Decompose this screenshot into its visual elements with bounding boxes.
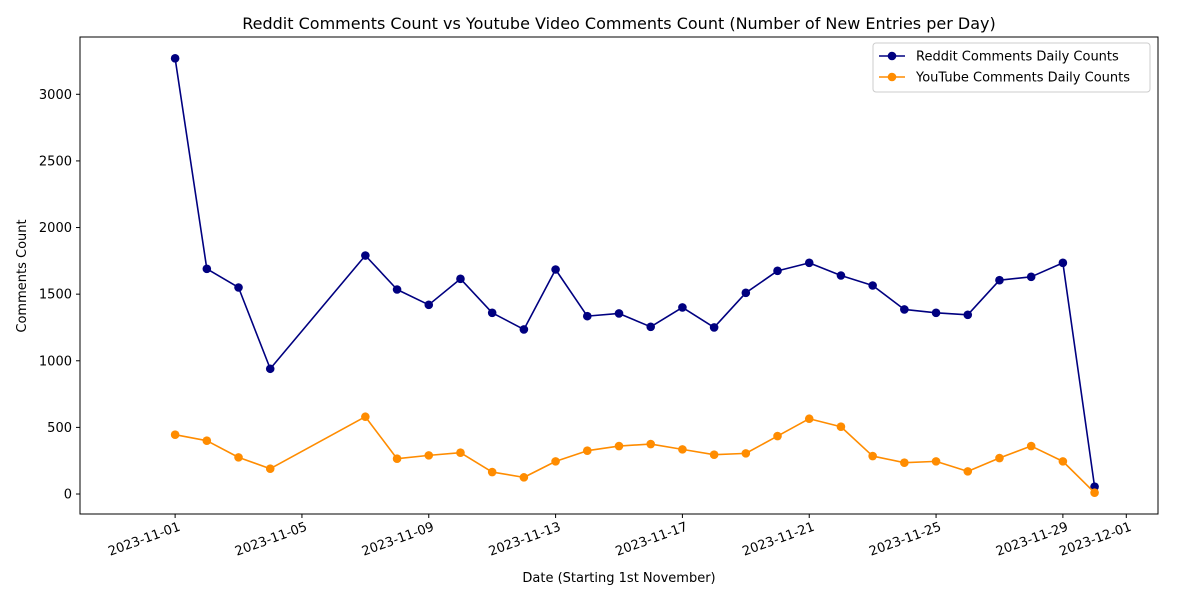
data-point <box>234 283 243 292</box>
data-point <box>741 288 751 298</box>
data-point <box>551 457 560 466</box>
legend: Reddit Comments Daily Counts YouTube Comm… <box>872 42 1151 93</box>
legend-label: Reddit Comments Daily Counts <box>916 50 1119 65</box>
y-tick-label: 1000 <box>39 354 72 369</box>
legend-item: YouTube Comments Daily Counts <box>879 71 1130 86</box>
x-tick-label: 2023-11-01 <box>106 520 182 560</box>
legend-item: Reddit Comments Daily Counts <box>879 50 1119 65</box>
data-point <box>995 453 1004 463</box>
x-tick-label: 2023-11-09 <box>360 520 436 560</box>
legend-box <box>872 42 1151 93</box>
x-tick-label: 2023-11-21 <box>740 520 816 560</box>
data-point <box>773 431 782 441</box>
data-point <box>709 323 719 332</box>
data-point <box>361 412 370 422</box>
series-line <box>174 415 1096 494</box>
data-point <box>646 322 656 332</box>
data-point <box>1058 258 1068 268</box>
series-reddit <box>170 54 1099 491</box>
data-point <box>487 467 497 477</box>
series-layer <box>170 54 1099 497</box>
data-point <box>678 303 687 312</box>
data-point <box>424 300 434 310</box>
series-youtube <box>170 412 1099 497</box>
chart-title: Reddit Comments Count vs Youtube Video C… <box>242 14 995 33</box>
series-line <box>174 58 1096 487</box>
data-point <box>234 453 243 462</box>
data-point <box>519 325 529 334</box>
data-point <box>709 450 719 460</box>
data-point <box>804 258 814 268</box>
data-point <box>456 448 465 458</box>
data-point <box>963 310 973 320</box>
data-point <box>614 309 624 318</box>
y-tick-label: 3000 <box>39 88 72 103</box>
data-point <box>1090 488 1099 497</box>
data-point <box>170 54 180 63</box>
x-axis: 2023-11-01 2023-11-05 2023-11-09 2023-11-13… <box>106 514 1134 560</box>
data-point <box>614 441 624 451</box>
legend-marker <box>887 72 897 82</box>
data-point <box>646 439 656 449</box>
data-point <box>995 275 1004 285</box>
x-tick-label: 2023-11-29 <box>994 520 1070 560</box>
data-point <box>1026 272 1036 282</box>
data-point <box>931 308 941 318</box>
y-tick-label: 500 <box>47 421 72 436</box>
data-point <box>741 449 751 458</box>
data-point <box>773 266 782 276</box>
data-point <box>424 451 434 460</box>
x-tick-label: 2023-11-17 <box>614 520 690 560</box>
data-point <box>900 458 909 468</box>
y-tick-label: 1500 <box>39 288 72 303</box>
data-point <box>582 311 592 321</box>
data-point <box>265 364 275 374</box>
data-point <box>392 454 402 464</box>
data-point <box>931 457 941 466</box>
data-point <box>868 281 877 290</box>
x-tick-label: 2023-12-01 <box>1058 520 1134 560</box>
data-point <box>804 414 814 424</box>
y-tick-label: 2000 <box>39 221 72 236</box>
data-point <box>456 274 465 284</box>
data-point <box>1090 482 1099 491</box>
x-tick-label: 2023-11-13 <box>487 520 563 560</box>
data-point <box>900 305 909 314</box>
y-tick-label: 2500 <box>39 154 72 169</box>
data-point <box>678 445 687 454</box>
x-axis-label: Date (Starting 1st November) <box>522 571 715 586</box>
data-point <box>836 422 846 432</box>
data-point <box>519 473 529 482</box>
data-point <box>265 464 275 473</box>
data-point <box>487 308 497 318</box>
data-point <box>170 430 180 440</box>
x-tick-label: 2023-11-25 <box>867 520 943 560</box>
plot-area-frame <box>79 36 1159 515</box>
data-point <box>202 436 212 446</box>
y-axis-label: Comments Count <box>15 219 30 332</box>
x-tick-label: 2023-11-05 <box>233 520 309 560</box>
data-point <box>836 271 846 280</box>
data-point <box>868 451 877 461</box>
data-point <box>963 467 973 476</box>
legend-marker <box>887 51 897 61</box>
data-point <box>392 285 402 294</box>
y-tick-label: 0 <box>64 488 72 503</box>
data-point <box>1026 441 1036 451</box>
data-point <box>361 251 370 260</box>
data-point <box>582 446 592 456</box>
legend-label: YouTube Comments Daily Counts <box>915 71 1130 86</box>
data-point <box>1058 457 1068 466</box>
data-point <box>551 265 560 274</box>
data-point <box>202 264 212 274</box>
y-axis: 0 500 1000 1500 2000 2500 3000 <box>39 88 80 503</box>
